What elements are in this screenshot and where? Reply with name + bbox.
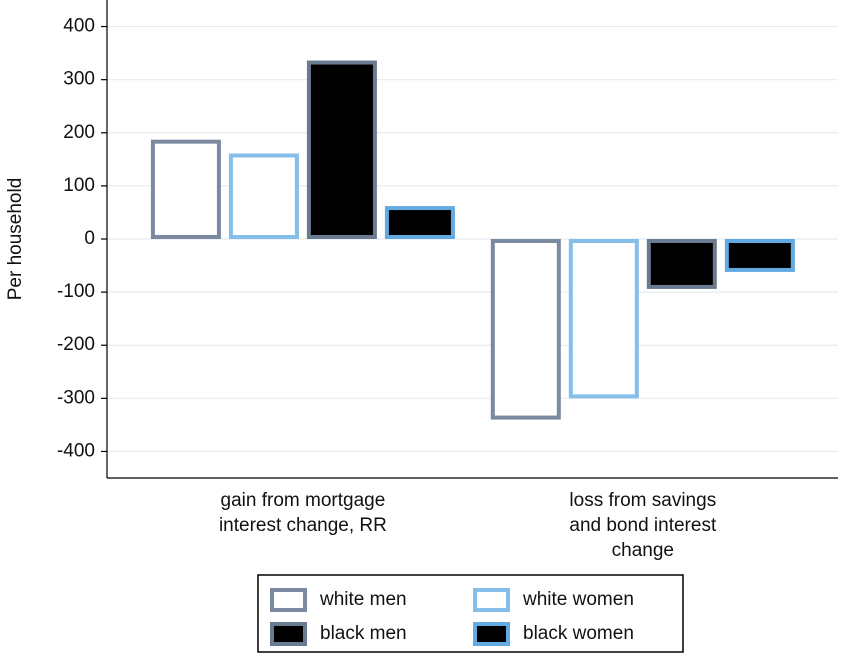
legend-label: white men [319,589,407,610]
bar [490,239,561,420]
y-tick-label: 400 [63,16,95,37]
legend-box [257,574,684,653]
legend-label: black men [320,623,407,644]
legend-label: white women [522,589,634,610]
bar [150,139,221,239]
bar [306,60,377,240]
bar [228,153,299,239]
y-tick-label: 0 [84,228,95,249]
bar [384,206,455,239]
y-tick-label: -300 [57,387,95,408]
x-tick-label: interest change, RR [219,515,387,536]
bar [724,239,795,272]
legend-swatch [473,622,510,646]
y-tick-label: 300 [63,69,95,90]
x-tick-label: change [612,540,674,561]
y-tick-label: 200 [63,122,95,143]
legend-label: black women [523,623,634,644]
y-axis-label: Per household [5,178,26,301]
y-tick-label: 100 [63,175,95,196]
bar [568,239,639,399]
x-tick-label: loss from savings [569,490,716,511]
legend-swatch [270,622,307,646]
bar [646,239,717,289]
x-tick-label: and bond interest [569,515,717,536]
legend-swatch [473,588,510,612]
y-tick-label: -200 [57,334,95,355]
y-tick-label: -400 [57,440,95,461]
y-tick-label: -100 [57,281,95,302]
x-tick-label: gain from mortgage [221,490,386,511]
legend-swatch [270,588,307,612]
